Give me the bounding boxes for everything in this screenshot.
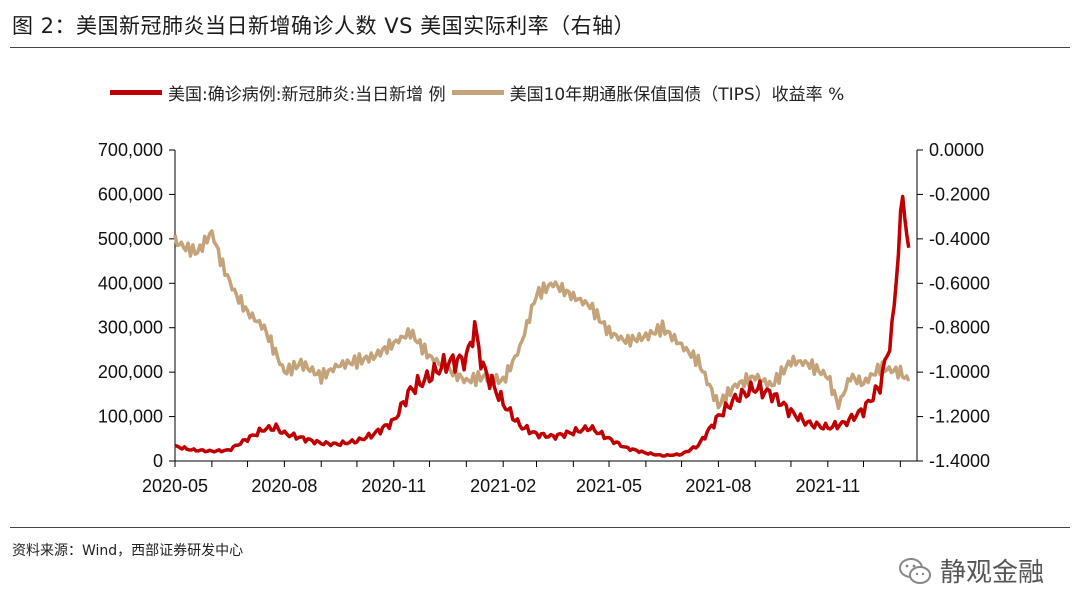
series-line-us-daily-cases bbox=[174, 194, 911, 458]
y-left-tick-label: 400,000 bbox=[98, 273, 163, 293]
brand-name: 静观金融 bbox=[939, 558, 1044, 588]
y-left-tick-label: 700,000 bbox=[98, 140, 163, 160]
y-right-tick-label: 0.0000 bbox=[929, 140, 984, 160]
source-note: 资料来源：Wind，西部证券研发中心 bbox=[12, 543, 244, 559]
y-left-tick-label: 500,000 bbox=[98, 229, 163, 249]
y-left-tick-label: 600,000 bbox=[98, 184, 163, 204]
series-line-tips-yield bbox=[173, 229, 911, 411]
y-right-tick-label: -1.0000 bbox=[929, 362, 990, 382]
legend-item-tips: 美国10年期通胀保值国债（TIPS）收益率 % bbox=[451, 80, 845, 105]
y-right-tick-label: -0.2000 bbox=[929, 184, 990, 204]
y-left-tick-label: 200,000 bbox=[98, 362, 163, 382]
chart-title: 图 2：美国新冠肺炎当日新增确诊人数 VS 美国实际利率（右轴） bbox=[12, 14, 636, 38]
y-right-tick-label: -1.4000 bbox=[929, 451, 990, 471]
legend: 美国:确诊病例:新冠肺炎:当日新增 例 美国10年期通胀保值国债（TIPS）收益… bbox=[110, 80, 850, 105]
legend-swatch-cases bbox=[110, 90, 162, 95]
y-right-tick-label: -0.4000 bbox=[929, 229, 990, 249]
x-tick-label: 2021-08 bbox=[685, 476, 751, 496]
x-tick-label: 2020-08 bbox=[251, 476, 317, 496]
y-right-tick-label: -1.2000 bbox=[929, 407, 990, 427]
y-left-tick-label: 100,000 bbox=[98, 407, 163, 427]
wechat-icon bbox=[898, 557, 931, 584]
legend-swatch-tips bbox=[451, 90, 504, 95]
legend-item-cases: 美国:确诊病例:新冠肺炎:当日新增 例 bbox=[110, 80, 446, 105]
x-tick-label: 2021-11 bbox=[795, 476, 860, 496]
legend-label-tips: 美国10年期通胀保值国债（TIPS）收益率 % bbox=[509, 85, 845, 105]
y-right-tick-label: -0.6000 bbox=[929, 273, 990, 293]
bottom-rule bbox=[10, 527, 1070, 528]
x-tick-label: 2020-05 bbox=[142, 476, 208, 496]
y-right-tick-label: -0.8000 bbox=[929, 318, 990, 338]
x-tick-label: 2020-11 bbox=[361, 476, 426, 496]
y-left-tick-label: 0 bbox=[153, 451, 163, 471]
x-tick-label: 2021-02 bbox=[470, 476, 536, 496]
y-left-tick-label: 300,000 bbox=[98, 318, 163, 338]
x-tick-label: 2021-05 bbox=[576, 476, 642, 496]
legend-label-cases: 美国:确诊病例:新冠肺炎:当日新增 例 bbox=[168, 85, 446, 105]
top-rule bbox=[10, 47, 1070, 48]
brand-watermark: 静观金融 bbox=[898, 552, 1044, 589]
